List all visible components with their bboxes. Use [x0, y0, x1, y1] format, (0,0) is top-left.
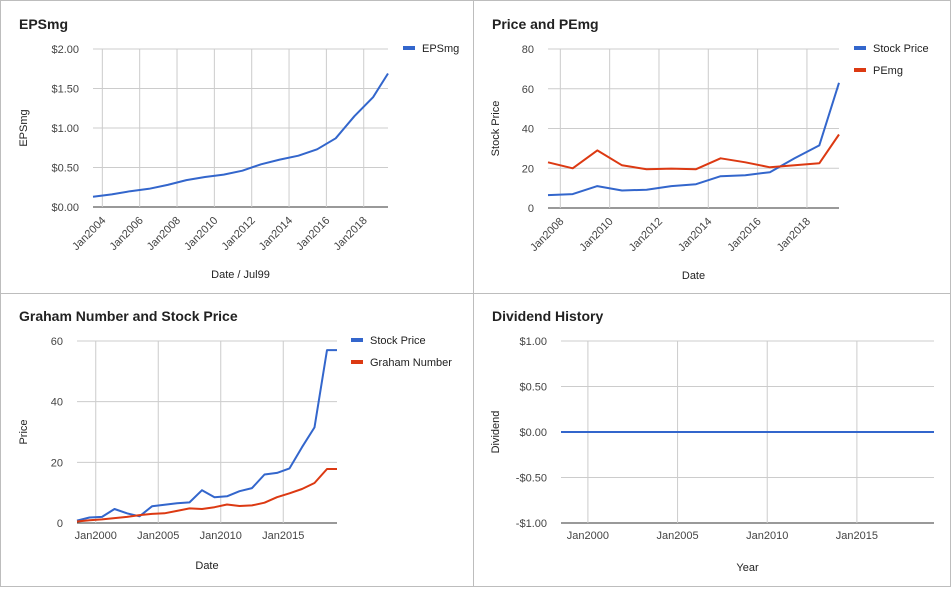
legend-label: PEmg — [873, 65, 903, 77]
legend-label: Graham Number — [370, 357, 452, 369]
x-tick-label: Jan2000 — [567, 530, 609, 542]
legend-swatch — [351, 360, 363, 364]
legend-swatch — [854, 68, 866, 72]
x-axis-label: Year — [736, 562, 759, 574]
series-line-pemg — [547, 133, 840, 171]
y-tick-label: -$1.00 — [516, 518, 547, 530]
graham-chart: Graham Number and Stock Price 0 20 40 60 Jan2… — [18, 308, 452, 572]
y-tick-label: $0.00 — [519, 427, 547, 439]
y-axis-label: Price — [18, 419, 30, 444]
y-tick-label: 0 — [57, 518, 63, 530]
x-axis-label: Date — [195, 560, 218, 572]
series-line-stock-price — [547, 82, 840, 197]
y-tick-label: 20 — [51, 457, 63, 469]
x-tick-label: Jan2012 — [219, 215, 257, 253]
chart-panel-eps: EPSmg $0.00 $0.50 $1.00 $1.50 $2.00 Jan2004 Jan… — [0, 0, 474, 294]
x-tick-label: Jan2005 — [656, 530, 698, 542]
x-axis-label: Date / Jul99 — [211, 269, 270, 281]
legend-label: Stock Price — [873, 43, 929, 55]
x-tick-label: Jan2008 — [528, 216, 566, 254]
x-tick-label: Jan2016 — [725, 216, 763, 254]
x-axis-label: Date — [682, 270, 705, 282]
x-tick-label: Jan2006 — [107, 215, 145, 253]
legend-label: EPSmg — [422, 43, 459, 55]
x-tick-label: Jan2010 — [577, 216, 615, 254]
price-pe-chart: Price and PEmg 0 20 40 60 80 Jan2008 Jan2010 Jan… — [490, 16, 929, 282]
y-tick-label: $1.00 — [51, 123, 79, 135]
y-tick-label: 40 — [51, 397, 63, 409]
x-tick-label: Jan2010 — [200, 530, 242, 542]
chart-title: Dividend History — [492, 308, 603, 324]
x-tick-label: Jan2018 — [332, 215, 370, 253]
x-tick-label: Jan2000 — [75, 530, 117, 542]
y-tick-label: $0.50 — [519, 382, 547, 394]
x-tick-label: Jan2018 — [775, 216, 813, 254]
chart-panel-graham: Graham Number and Stock Price 0 20 40 60 Jan2… — [0, 293, 474, 587]
legend-swatch — [351, 338, 363, 342]
y-tick-label: $0.50 — [51, 163, 79, 175]
y-axis-label: Stock Price — [490, 101, 502, 157]
legend-swatch — [854, 46, 866, 50]
series-line-stock-price — [76, 349, 337, 522]
x-tick-label: Jan2004 — [70, 215, 108, 253]
y-tick-label: $2.00 — [51, 44, 79, 56]
x-tick-label: Jan2010 — [182, 215, 220, 253]
series-line-epsmg — [92, 72, 389, 198]
x-tick-label: Jan2012 — [627, 216, 665, 254]
x-tick-label: Jan2014 — [676, 216, 714, 254]
y-tick-label: -$0.50 — [516, 473, 547, 485]
dividend-chart: Dividend History -$1.00 -$0.50 $0.00 $0.50 $1… — [490, 308, 934, 574]
chart-panel-dividend: Dividend History -$1.00 -$0.50 $0.00 $0.50 $1… — [473, 293, 951, 587]
y-tick-label: 80 — [522, 44, 534, 56]
y-axis-label: EPSmg — [18, 109, 30, 146]
x-tick-label: Jan2014 — [257, 215, 295, 253]
x-tick-label: Jan2008 — [145, 215, 183, 253]
x-tick-label: Jan2010 — [746, 530, 788, 542]
y-tick-label: 40 — [522, 124, 534, 136]
y-tick-label: 0 — [528, 203, 534, 215]
y-tick-label: 60 — [51, 336, 63, 348]
chart-title: EPSmg — [19, 16, 68, 32]
chart-panel-price-pe: Price and PEmg 0 20 40 60 80 Jan2008 Jan2010 Jan… — [473, 0, 951, 294]
y-tick-label: $0.00 — [51, 202, 79, 214]
x-tick-label: Jan2016 — [294, 215, 332, 253]
y-tick-label: 20 — [522, 163, 534, 175]
y-tick-label: $1.50 — [51, 84, 79, 96]
y-axis-label: Dividend — [490, 411, 502, 454]
legend-swatch — [403, 46, 415, 50]
chart-title: Price and PEmg — [492, 16, 599, 32]
x-tick-label: Jan2015 — [262, 530, 304, 542]
x-tick-label: Jan2015 — [836, 530, 878, 542]
legend-label: Stock Price — [370, 335, 426, 347]
chart-title: Graham Number and Stock Price — [19, 308, 238, 324]
series-line-graham-number — [76, 468, 337, 523]
y-tick-label: $1.00 — [519, 336, 547, 348]
x-tick-label: Jan2005 — [137, 530, 179, 542]
y-tick-label: 60 — [522, 84, 534, 96]
